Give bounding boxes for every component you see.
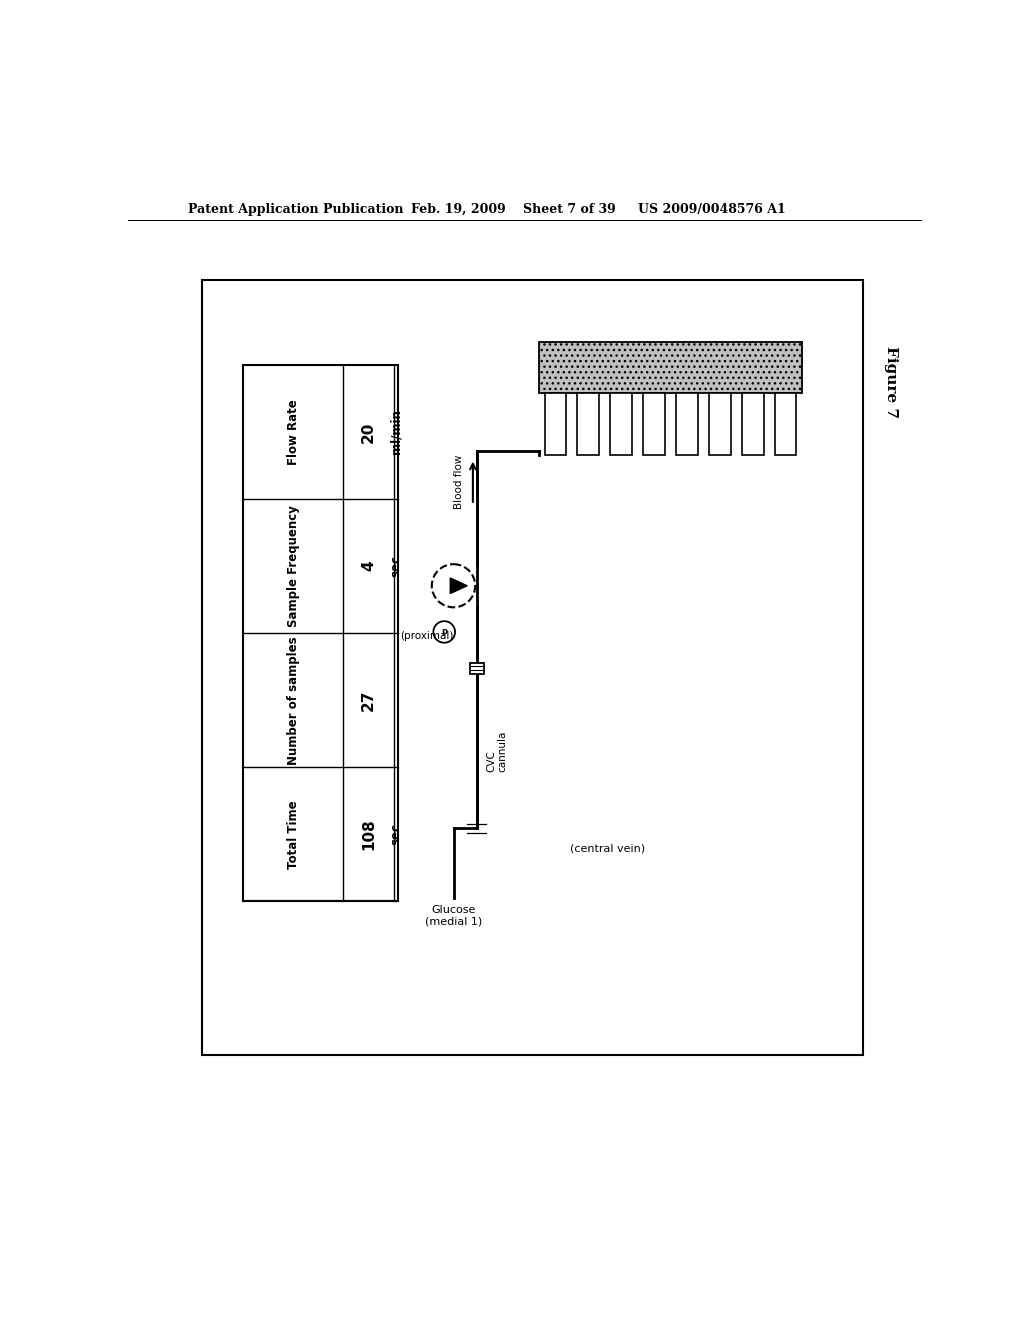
Text: 27: 27	[361, 689, 376, 711]
Text: (central vein): (central vein)	[569, 843, 645, 854]
Text: Sheet 7 of 39: Sheet 7 of 39	[523, 203, 616, 215]
Text: Total Time: Total Time	[287, 800, 300, 869]
Text: Flow Rate: Flow Rate	[287, 399, 300, 465]
Text: Figure 7: Figure 7	[884, 346, 898, 417]
Bar	[775, 393, 797, 455]
Text: Sample Frequency: Sample Frequency	[287, 506, 300, 627]
Text: CVC
cannula: CVC cannula	[486, 730, 508, 772]
Text: 108: 108	[361, 818, 376, 850]
Bar	[710, 393, 730, 455]
Text: (proximal): (proximal)	[400, 631, 454, 640]
Text: p: p	[441, 627, 447, 636]
Text: Patent Application Publication: Patent Application Publication	[188, 203, 403, 215]
Text: Number of samples: Number of samples	[287, 636, 300, 764]
Bar	[742, 393, 764, 455]
Text: 20: 20	[361, 421, 376, 442]
Text: 4: 4	[361, 561, 376, 572]
Bar	[470, 663, 483, 673]
Bar	[545, 393, 566, 455]
Text: ml/min: ml/min	[389, 409, 402, 454]
Bar	[578, 393, 599, 455]
Text: sec: sec	[389, 824, 402, 845]
Bar	[539, 342, 802, 393]
Bar	[643, 393, 665, 455]
Bar	[676, 393, 697, 455]
Text: US 2009/0048576 A1: US 2009/0048576 A1	[638, 203, 785, 215]
Polygon shape	[451, 578, 467, 594]
Bar	[243, 364, 397, 902]
Text: Blood flow: Blood flow	[454, 454, 464, 510]
Text: Feb. 19, 2009: Feb. 19, 2009	[411, 203, 506, 215]
Bar	[610, 393, 632, 455]
Bar	[202, 280, 862, 1056]
Text: sec: sec	[389, 554, 402, 577]
Text: Glucose
(medial 1): Glucose (medial 1)	[425, 906, 482, 927]
